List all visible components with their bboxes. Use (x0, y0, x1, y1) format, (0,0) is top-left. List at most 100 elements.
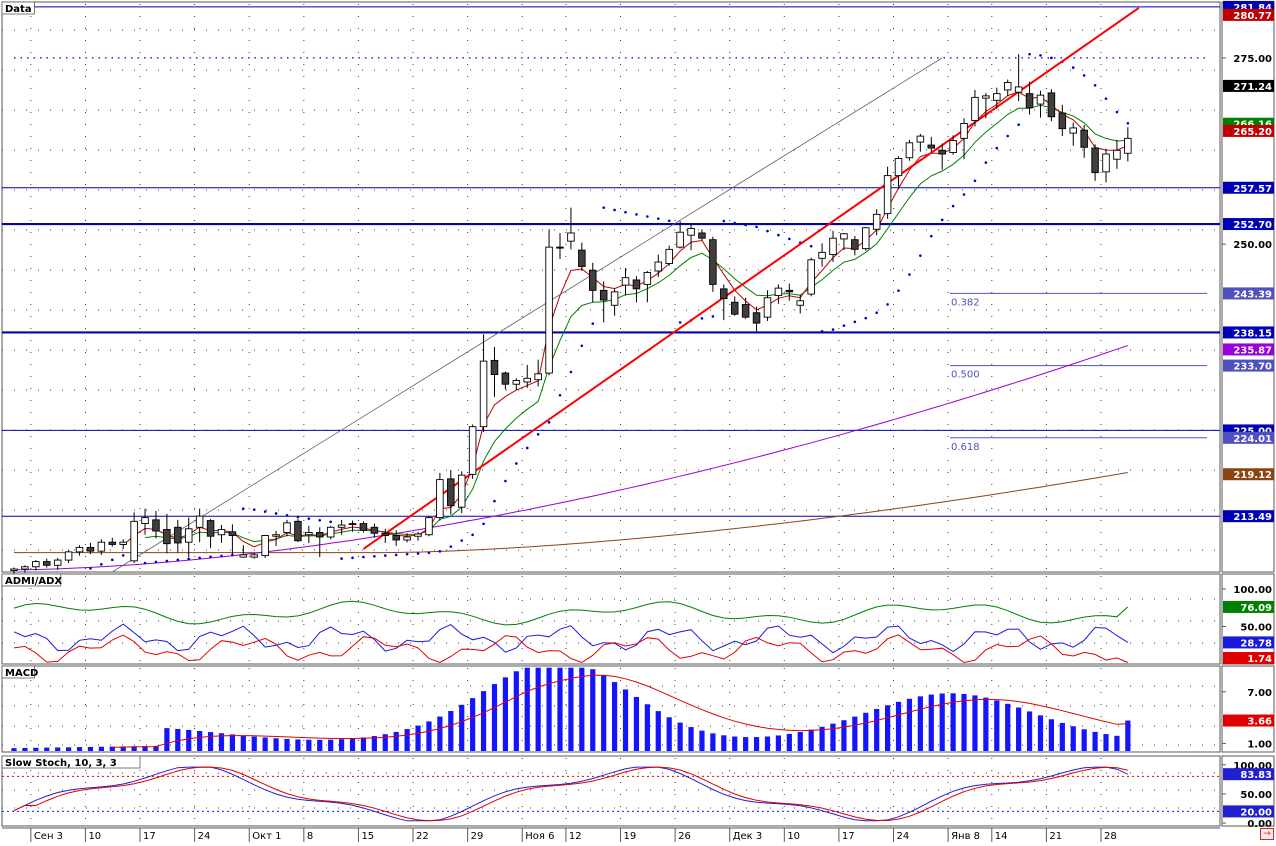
macd-bar (732, 736, 738, 751)
x-tick-label: 17 (842, 831, 855, 842)
macd-bar (382, 734, 388, 751)
candle-body (720, 288, 728, 299)
sar-dot (1115, 110, 1119, 114)
candle-body (599, 289, 608, 301)
candle-body (982, 95, 990, 99)
sar-dot (547, 421, 551, 424)
macd-bar (786, 733, 792, 751)
adx-value-label: 1.74 (1247, 654, 1272, 665)
price-tag (1223, 287, 1274, 300)
sar-dot (678, 321, 682, 324)
macd-bar (360, 737, 367, 751)
candle (796, 294, 804, 314)
macd-bar (44, 747, 50, 751)
candle-body (348, 523, 357, 526)
scroll-corner-button[interactable]: → (1260, 828, 1274, 840)
sar-dot (405, 552, 409, 556)
candle (119, 539, 127, 549)
candle-body (840, 233, 848, 240)
sar-dot (416, 552, 420, 555)
panel-main (1, 1, 1221, 573)
candle-body (457, 474, 466, 508)
sar-dot (263, 510, 267, 513)
price-tag (1223, 181, 1274, 194)
macd-bar (306, 739, 312, 751)
candle-body (425, 517, 433, 536)
candle (982, 92, 990, 119)
candle (75, 545, 84, 556)
sar-dot (515, 462, 518, 465)
macd-bar (1048, 719, 1054, 751)
candle (184, 517, 193, 558)
sar-dot (602, 206, 605, 209)
macd-bar (328, 739, 334, 751)
candle-body (337, 524, 346, 528)
stoch-value-label: 83.83 (1240, 770, 1272, 781)
price-tag-label: 257.57 (1233, 184, 1272, 195)
sar-dot (591, 322, 595, 325)
candle-body (851, 239, 859, 250)
macd-bar (524, 667, 530, 751)
sar-dot (274, 512, 278, 515)
sar-dot (940, 218, 944, 222)
candle-body (534, 373, 542, 381)
candle (206, 519, 215, 549)
candle (894, 156, 903, 190)
price-tag (1223, 326, 1274, 339)
price-tag (1223, 468, 1274, 481)
sar-dot (919, 254, 922, 257)
candle (949, 135, 957, 155)
adx-panel-title: ADMI/ADX (5, 576, 62, 587)
x-tick-label: 19 (624, 831, 637, 842)
candle-body (752, 312, 761, 324)
candle (228, 524, 237, 555)
sar-dot (667, 219, 671, 223)
sar-dot (700, 317, 704, 320)
adx-tick-label: 100.00 (1233, 585, 1272, 596)
price-tag-label: 213.49 (1233, 512, 1272, 523)
candle (523, 364, 531, 388)
candle-body (1091, 147, 1099, 174)
macd-bar (1125, 720, 1131, 751)
candle (1058, 104, 1067, 137)
sar-dot (853, 320, 857, 324)
candle (108, 537, 117, 547)
macd-panel (11, 667, 1131, 751)
candle (130, 512, 138, 564)
sar-dot (1017, 123, 1020, 126)
candle (807, 257, 815, 297)
price-tag-label: 233.70 (1233, 362, 1272, 373)
candle-body (97, 541, 106, 552)
candle (436, 472, 444, 521)
macd-bar (917, 696, 923, 751)
candle (905, 139, 914, 161)
macd-bar (164, 728, 170, 751)
candle-body (272, 534, 280, 537)
macd-bar (426, 721, 432, 751)
stoch-panel-title-box (1, 755, 141, 769)
macd-bar (1005, 703, 1011, 751)
x-axis: Сен 3 10 17 24 Окт 1 8 15 22 29 Ноя 6 12 19 26 Дек 3 1… (2, 827, 1220, 842)
candle-body (43, 561, 51, 566)
macd-bar (863, 712, 869, 751)
candle-body (654, 261, 663, 272)
macd-bar (895, 701, 902, 751)
sar-dot (296, 515, 300, 519)
sar-dot (198, 556, 201, 560)
candle-body (217, 529, 226, 536)
macd-bar (568, 667, 574, 751)
sar-dot (722, 219, 726, 223)
sar-dot (558, 393, 562, 397)
candle (763, 290, 772, 321)
sar-dot (209, 555, 212, 559)
fib-label: 0.382 (951, 297, 980, 308)
candle (752, 306, 761, 332)
sar-dot (89, 567, 92, 570)
candle (316, 527, 324, 558)
x-tick-label: 22 (416, 831, 429, 842)
x-tick-label: Янв 8 (951, 831, 980, 842)
price-panel: 0.382 0.500 0.618 (2, 6, 1220, 574)
sar-dot (733, 221, 737, 225)
candle-body (359, 523, 368, 531)
candle (643, 270, 652, 303)
